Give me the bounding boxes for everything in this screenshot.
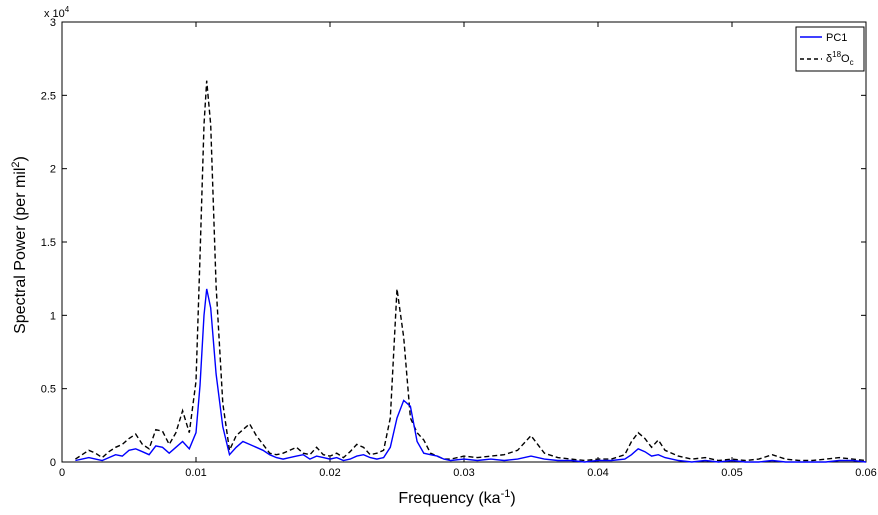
y-multiplier-base: x 10	[44, 8, 65, 20]
plot-area: 0 0.5 1 1.5 2 2.5 3 0 0.01 0.02 0.03 0.04 0.05 0.06	[41, 17, 877, 479]
series-layer	[75, 80, 867, 463]
legend-label-pc1: PC1	[826, 32, 847, 44]
y-tick-label: 0	[50, 457, 56, 469]
x-axis-ticks: 0 0.01 0.02 0.03 0.04 0.05 0.06	[59, 22, 877, 479]
y-axis-multiplier: x 104	[44, 5, 70, 20]
x-tick-label: 0.02	[319, 467, 340, 479]
x-axis-title-exponent: -1	[501, 488, 511, 500]
x-tick-label: 0.03	[453, 467, 474, 479]
y-axis-title: Spectral Power (per mil2)	[10, 156, 29, 334]
y-axis-title-close: )	[12, 156, 29, 161]
y-axis-ticks: 0 0.5 1 1.5 2 2.5 3	[41, 17, 866, 469]
legend-d18o-sup: 18	[832, 50, 841, 59]
y-tick-label: 2	[50, 164, 56, 176]
legend-d18o-o: O	[841, 53, 850, 65]
legend-d18o-sub: c	[850, 58, 854, 67]
y-tick-label: 2.5	[41, 90, 56, 102]
x-axis-title-text: Frequency (ka	[398, 490, 500, 507]
legend: PC1 δ18Oc	[795, 26, 865, 72]
x-axis-title: Frequency (ka-1)	[398, 488, 515, 507]
series-line-d18o	[75, 80, 867, 462]
y-tick-label: 0.5	[41, 384, 56, 396]
y-axis-title-text: Spectral Power (per mil	[12, 168, 29, 334]
y-tick-label: 1.5	[41, 237, 56, 249]
legend-label-d18o: δ18Oc	[826, 50, 854, 67]
y-axis-title-exponent: 2	[10, 161, 22, 167]
x-tick-label: 0.04	[587, 467, 608, 479]
x-tick-label: 0.06	[855, 467, 876, 479]
y-tick-label: 3	[50, 17, 56, 29]
x-tick-label: 0	[59, 467, 65, 479]
y-multiplier-exponent: 4	[65, 5, 70, 14]
x-tick-label: 0.01	[185, 467, 206, 479]
series-line-pc1	[75, 288, 867, 463]
plot-frame	[61, 21, 867, 463]
x-axis-title-close: )	[510, 490, 515, 507]
legend-d18o-delta: δ	[826, 53, 832, 65]
y-tick-label: 1	[50, 310, 56, 322]
legend-box	[795, 26, 865, 72]
x-tick-label: 0.05	[721, 467, 742, 479]
